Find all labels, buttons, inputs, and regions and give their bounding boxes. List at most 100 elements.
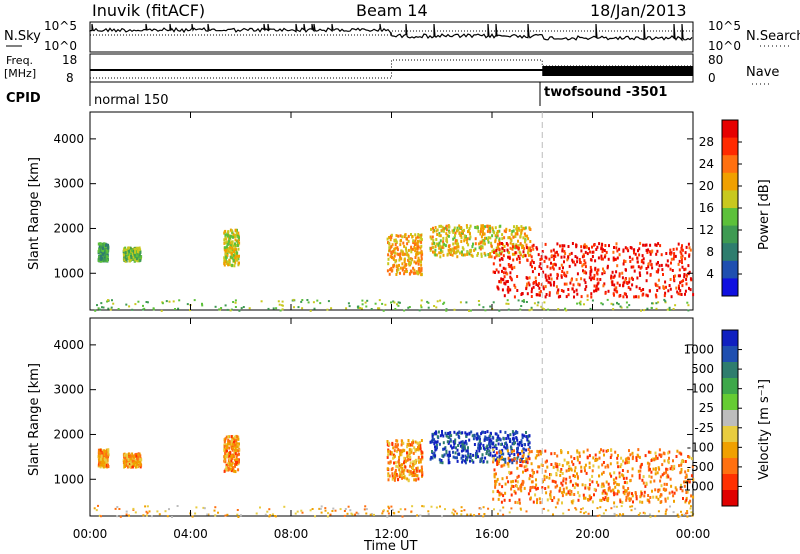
echo-point (574, 482, 577, 486)
echo-point (645, 267, 648, 270)
echo-point (392, 446, 395, 450)
echo-point (516, 257, 518, 261)
echo-point (191, 515, 194, 518)
echo-point (507, 263, 510, 266)
echo-point (644, 243, 647, 247)
echo-point (623, 292, 626, 296)
echo-point (646, 461, 649, 465)
echo-point (420, 240, 423, 244)
echo-point (591, 245, 593, 249)
echo-point (456, 448, 459, 452)
echo-point (231, 246, 234, 250)
echo-point (447, 436, 450, 439)
echo-point (569, 281, 572, 285)
echo-point (621, 271, 624, 275)
echo-point (411, 474, 414, 478)
colorbar-tick-label: 500 (691, 362, 714, 376)
echo-point (100, 242, 103, 246)
echo-point (378, 299, 381, 302)
echo-point (132, 255, 135, 259)
echo-point (522, 480, 525, 484)
echo-point (629, 453, 632, 457)
echo-point (510, 266, 513, 270)
echo-point (99, 308, 102, 311)
echo-point (433, 305, 436, 307)
echo-point (687, 469, 690, 472)
echo-point (433, 438, 436, 442)
colorbar-tick-label: 20 (699, 179, 714, 193)
echo-point (324, 509, 327, 512)
echo-point (525, 510, 528, 513)
echo-point (620, 505, 623, 508)
echo-point (567, 288, 570, 291)
echo-point (227, 442, 230, 446)
echo-point (559, 470, 562, 474)
echo-point (469, 224, 472, 228)
echo-point (655, 495, 658, 499)
echo-point (434, 440, 437, 444)
echo-point (410, 245, 413, 249)
echo-point (235, 441, 238, 445)
echo-point (230, 445, 233, 449)
echo-point (390, 301, 392, 304)
echo-point (556, 468, 559, 472)
echo-point (418, 469, 421, 473)
echo-point (645, 293, 648, 297)
echo-point (403, 272, 406, 276)
echo-point (529, 474, 532, 478)
echo-point (421, 505, 424, 508)
echo-point (452, 455, 455, 459)
echo-point (415, 448, 418, 452)
echo-point (401, 250, 404, 254)
echo-point (477, 446, 480, 450)
echo-point (235, 231, 238, 235)
echo-point (583, 496, 585, 500)
echo-point (106, 259, 109, 263)
echo-point (602, 484, 605, 488)
echo-point (634, 252, 637, 256)
echo-point (522, 254, 525, 258)
echo-point (401, 476, 404, 480)
echo-point (146, 505, 149, 508)
echo-point (637, 513, 640, 516)
echo-point (555, 285, 558, 289)
echo-point (544, 460, 547, 464)
echo-point (138, 253, 141, 257)
echo-point (471, 459, 474, 463)
echo-point (488, 438, 491, 442)
echo-point (663, 459, 666, 463)
echo-point (388, 272, 391, 276)
echo-point (653, 479, 656, 483)
echo-point (534, 266, 536, 270)
echo-point (601, 472, 603, 476)
colorbar-tick-label: 12 (699, 223, 714, 237)
echo-point (489, 434, 492, 438)
echo-point (417, 477, 420, 481)
echo-point (100, 302, 103, 305)
echo-point (477, 252, 479, 255)
echo-point (565, 469, 568, 473)
echo-point (660, 263, 663, 267)
echo-point (224, 260, 227, 264)
echo-point (498, 258, 501, 262)
echo-point (656, 456, 659, 460)
echo-point (492, 270, 495, 274)
echo-point (126, 453, 128, 457)
echo-point (268, 508, 271, 511)
echo-point (582, 263, 585, 266)
echo-point (479, 230, 482, 233)
echo-point (226, 445, 229, 449)
echo-point (669, 505, 671, 508)
echo-point (588, 494, 591, 498)
echo-point (420, 236, 423, 240)
colorbar-segment (722, 458, 738, 475)
echo-point (518, 228, 521, 232)
echo-point (508, 511, 511, 514)
echo-point (676, 290, 679, 294)
echo-point (634, 491, 637, 494)
echo-point (570, 490, 573, 493)
echo-point (168, 300, 171, 303)
echo-point (429, 457, 432, 461)
echo-point (668, 308, 671, 311)
echo-point (237, 468, 240, 472)
